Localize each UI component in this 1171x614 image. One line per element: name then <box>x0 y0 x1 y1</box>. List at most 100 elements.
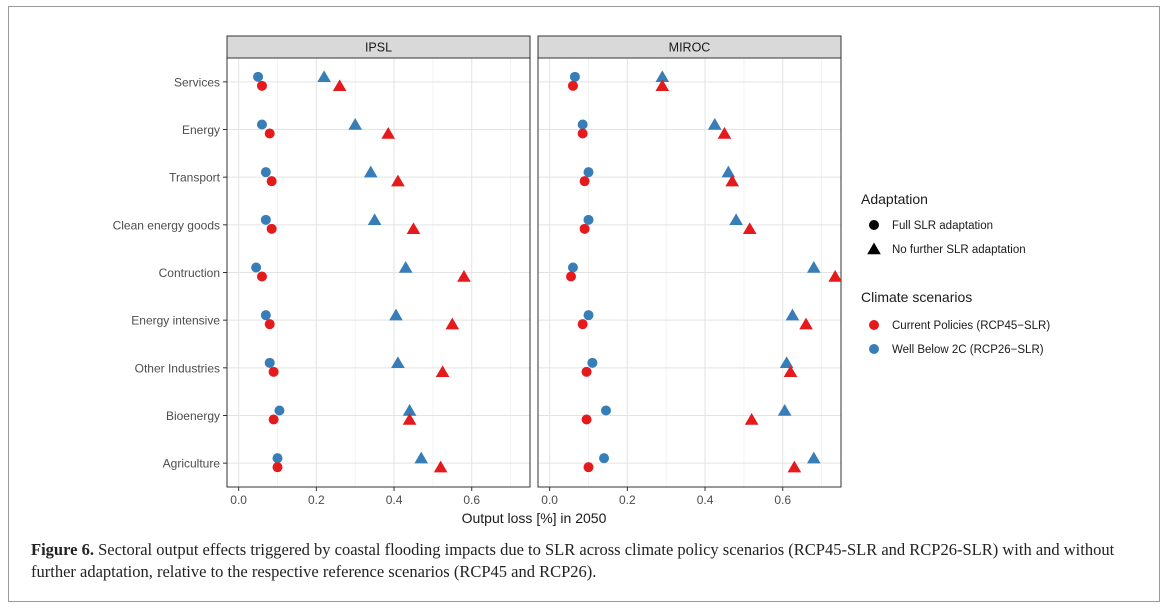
point-miroc-energy-circle-rcp26 <box>577 119 588 130</box>
chart-area: IPSL 0.0 0.2 0.4 0.6 MIROC 0.0 0.2 0.4 0.6 Service… <box>113 35 1050 526</box>
point-miroc-other-industries-circle-rcp26 <box>587 357 598 368</box>
point-ipsl-contruction-triangle-rcp26 <box>398 261 413 273</box>
point-ipsl-energy-intensive-triangle-rcp45 <box>445 317 460 330</box>
point-ipsl-contruction-triangle-rcp45 <box>457 270 471 282</box>
x-tick-label: 0.4 <box>386 493 403 507</box>
point-ipsl-bioenergy-circle-rcp26 <box>274 405 285 416</box>
x-tick-label: 0.0 <box>541 493 558 507</box>
point-miroc-clean-energy-goods-circle-rcp45 <box>579 223 590 234</box>
legend-label-well-below-2c-rcp26-slr: Well Below 2C (RCP26−SLR) <box>892 344 1044 356</box>
x-tick-label: 0.0 <box>230 493 247 507</box>
point-ipsl-services-triangle-rcp26 <box>317 70 331 83</box>
point-miroc-agriculture-triangle-rcp26 <box>806 451 821 464</box>
point-ipsl-services-circle-rcp26 <box>253 71 264 82</box>
point-ipsl-energy-intensive-triangle-rcp26 <box>389 308 403 321</box>
point-ipsl-other-industries-circle-rcp45 <box>268 366 279 377</box>
point-miroc-services-circle-rcp45 <box>567 80 578 91</box>
point-ipsl-other-industries-triangle-rcp45 <box>435 365 450 378</box>
point-ipsl-agriculture-triangle-rcp45 <box>433 460 448 473</box>
caption-text: Sectoral output effects triggered by coa… <box>31 540 1115 581</box>
panel-border-miroc <box>537 57 842 488</box>
point-ipsl-services-triangle-rcp45 <box>332 79 347 92</box>
legend-key-current-policies-rcp45-slr <box>869 320 879 330</box>
point-ipsl-contruction-circle-rcp26 <box>251 262 262 273</box>
point-miroc-energy-intensive-triangle-rcp26 <box>785 308 800 321</box>
point-ipsl-clean-energy-goods-triangle-rcp45 <box>406 222 421 235</box>
y-tick-label-clean-energy-goods: Clean energy goods <box>113 218 220 232</box>
legend-key-circle <box>869 220 879 230</box>
point-miroc-transport-circle-rcp26 <box>583 167 594 178</box>
point-miroc-energy-triangle-rcp26 <box>707 118 722 130</box>
legend-key-triangle <box>867 242 881 255</box>
point-ipsl-contruction-circle-rcp45 <box>256 271 267 282</box>
point-ipsl-services-circle-rcp45 <box>256 80 267 91</box>
point-miroc-contruction-circle-rcp26 <box>567 262 578 273</box>
point-miroc-services-circle-rcp26 <box>569 71 580 82</box>
figure-caption: Figure 6. Sectoral output effects trigge… <box>31 539 1151 583</box>
facet-label-ipsl: IPSL <box>365 41 392 55</box>
point-miroc-energy-intensive-circle-rcp45 <box>577 319 588 330</box>
point-ipsl-transport-circle-rcp45 <box>266 176 277 187</box>
legend-title-climate-scenarios: Climate scenarios <box>861 289 972 305</box>
point-ipsl-agriculture-circle-rcp26 <box>272 453 283 464</box>
point-miroc-transport-triangle-rcp26 <box>721 165 736 178</box>
point-miroc-other-industries-circle-rcp45 <box>581 366 592 377</box>
point-miroc-contruction-triangle-rcp45 <box>828 270 842 282</box>
point-miroc-energy-intensive-triangle-rcp45 <box>799 317 813 330</box>
legend-label-full-adaptation: Full SLR adaptation <box>892 220 993 232</box>
point-miroc-agriculture-circle-rcp26 <box>599 453 610 464</box>
y-tick-label-agriculture: Agriculture <box>163 457 221 471</box>
y-tick-label-bioenergy: Bioenergy <box>166 409 220 423</box>
point-ipsl-bioenergy-triangle-rcp26 <box>402 404 417 416</box>
point-ipsl-other-industries-triangle-rcp26 <box>391 356 405 369</box>
point-miroc-energy-circle-rcp45 <box>577 128 588 139</box>
point-miroc-transport-circle-rcp45 <box>579 176 590 187</box>
y-tick-label-services: Services <box>174 75 220 89</box>
y-tick-label-contruction: Contruction <box>159 266 220 280</box>
point-miroc-bioenergy-triangle-rcp45 <box>744 413 759 425</box>
point-ipsl-energy-intensive-circle-rcp26 <box>260 310 271 321</box>
y-tick-label-energy: Energy <box>182 123 220 137</box>
point-ipsl-energy-intensive-circle-rcp45 <box>264 319 275 330</box>
point-ipsl-clean-energy-goods-triangle-rcp26 <box>367 213 382 226</box>
point-miroc-bioenergy-circle-rcp45 <box>581 414 592 425</box>
point-miroc-other-industries-triangle-rcp45 <box>783 365 798 378</box>
point-ipsl-agriculture-triangle-rcp26 <box>414 451 429 464</box>
y-tick-label-transport: Transport <box>169 171 221 185</box>
legend-key-well-below-2c-rcp26-slr <box>869 344 879 354</box>
point-miroc-bioenergy-triangle-rcp26 <box>777 404 792 416</box>
caption-label: Figure 6. <box>31 540 94 559</box>
point-ipsl-bioenergy-triangle-rcp45 <box>402 413 417 425</box>
point-miroc-energy-triangle-rcp45 <box>717 127 732 139</box>
legend-label-current-policies-rcp45-slr: Current Policies (RCP45−SLR) <box>892 320 1050 332</box>
x-tick-label: 0.6 <box>774 493 791 507</box>
x-tick-label: 0.4 <box>697 493 714 507</box>
point-miroc-energy-intensive-circle-rcp26 <box>583 310 594 321</box>
point-ipsl-energy-triangle-rcp26 <box>348 118 363 130</box>
y-tick-label-energy-intensive: Energy intensive <box>131 314 220 328</box>
legend-label-no-further-adaptation: No further SLR adaptation <box>892 244 1026 256</box>
point-ipsl-agriculture-circle-rcp45 <box>272 462 283 473</box>
point-miroc-clean-energy-goods-circle-rcp26 <box>583 214 594 225</box>
x-tick-label: 0.2 <box>308 493 325 507</box>
facet-label-miroc: MIROC <box>669 41 711 55</box>
point-miroc-transport-triangle-rcp45 <box>725 174 740 187</box>
point-miroc-clean-energy-goods-triangle-rcp45 <box>742 222 757 235</box>
point-ipsl-clean-energy-goods-circle-rcp26 <box>260 214 271 225</box>
y-tick-label-other-industries: Other Industries <box>135 361 220 375</box>
point-ipsl-transport-circle-rcp26 <box>260 167 271 178</box>
point-miroc-agriculture-triangle-rcp45 <box>787 460 802 473</box>
point-miroc-agriculture-circle-rcp45 <box>583 462 594 473</box>
point-miroc-contruction-circle-rcp45 <box>566 271 577 282</box>
point-ipsl-transport-triangle-rcp45 <box>391 174 405 187</box>
point-ipsl-transport-triangle-rcp26 <box>363 165 378 178</box>
point-miroc-bioenergy-circle-rcp26 <box>600 405 611 416</box>
point-ipsl-energy-circle-rcp26 <box>256 119 267 130</box>
legend-title-adaptation: Adaptation <box>861 191 928 207</box>
point-miroc-other-industries-triangle-rcp26 <box>779 356 794 369</box>
x-axis-title: Output loss [%] in 2050 <box>462 510 607 526</box>
point-miroc-services-triangle-rcp45 <box>655 79 670 92</box>
point-ipsl-energy-circle-rcp45 <box>264 128 275 139</box>
point-ipsl-bioenergy-circle-rcp45 <box>268 414 279 425</box>
x-tick-label: 0.2 <box>619 493 636 507</box>
